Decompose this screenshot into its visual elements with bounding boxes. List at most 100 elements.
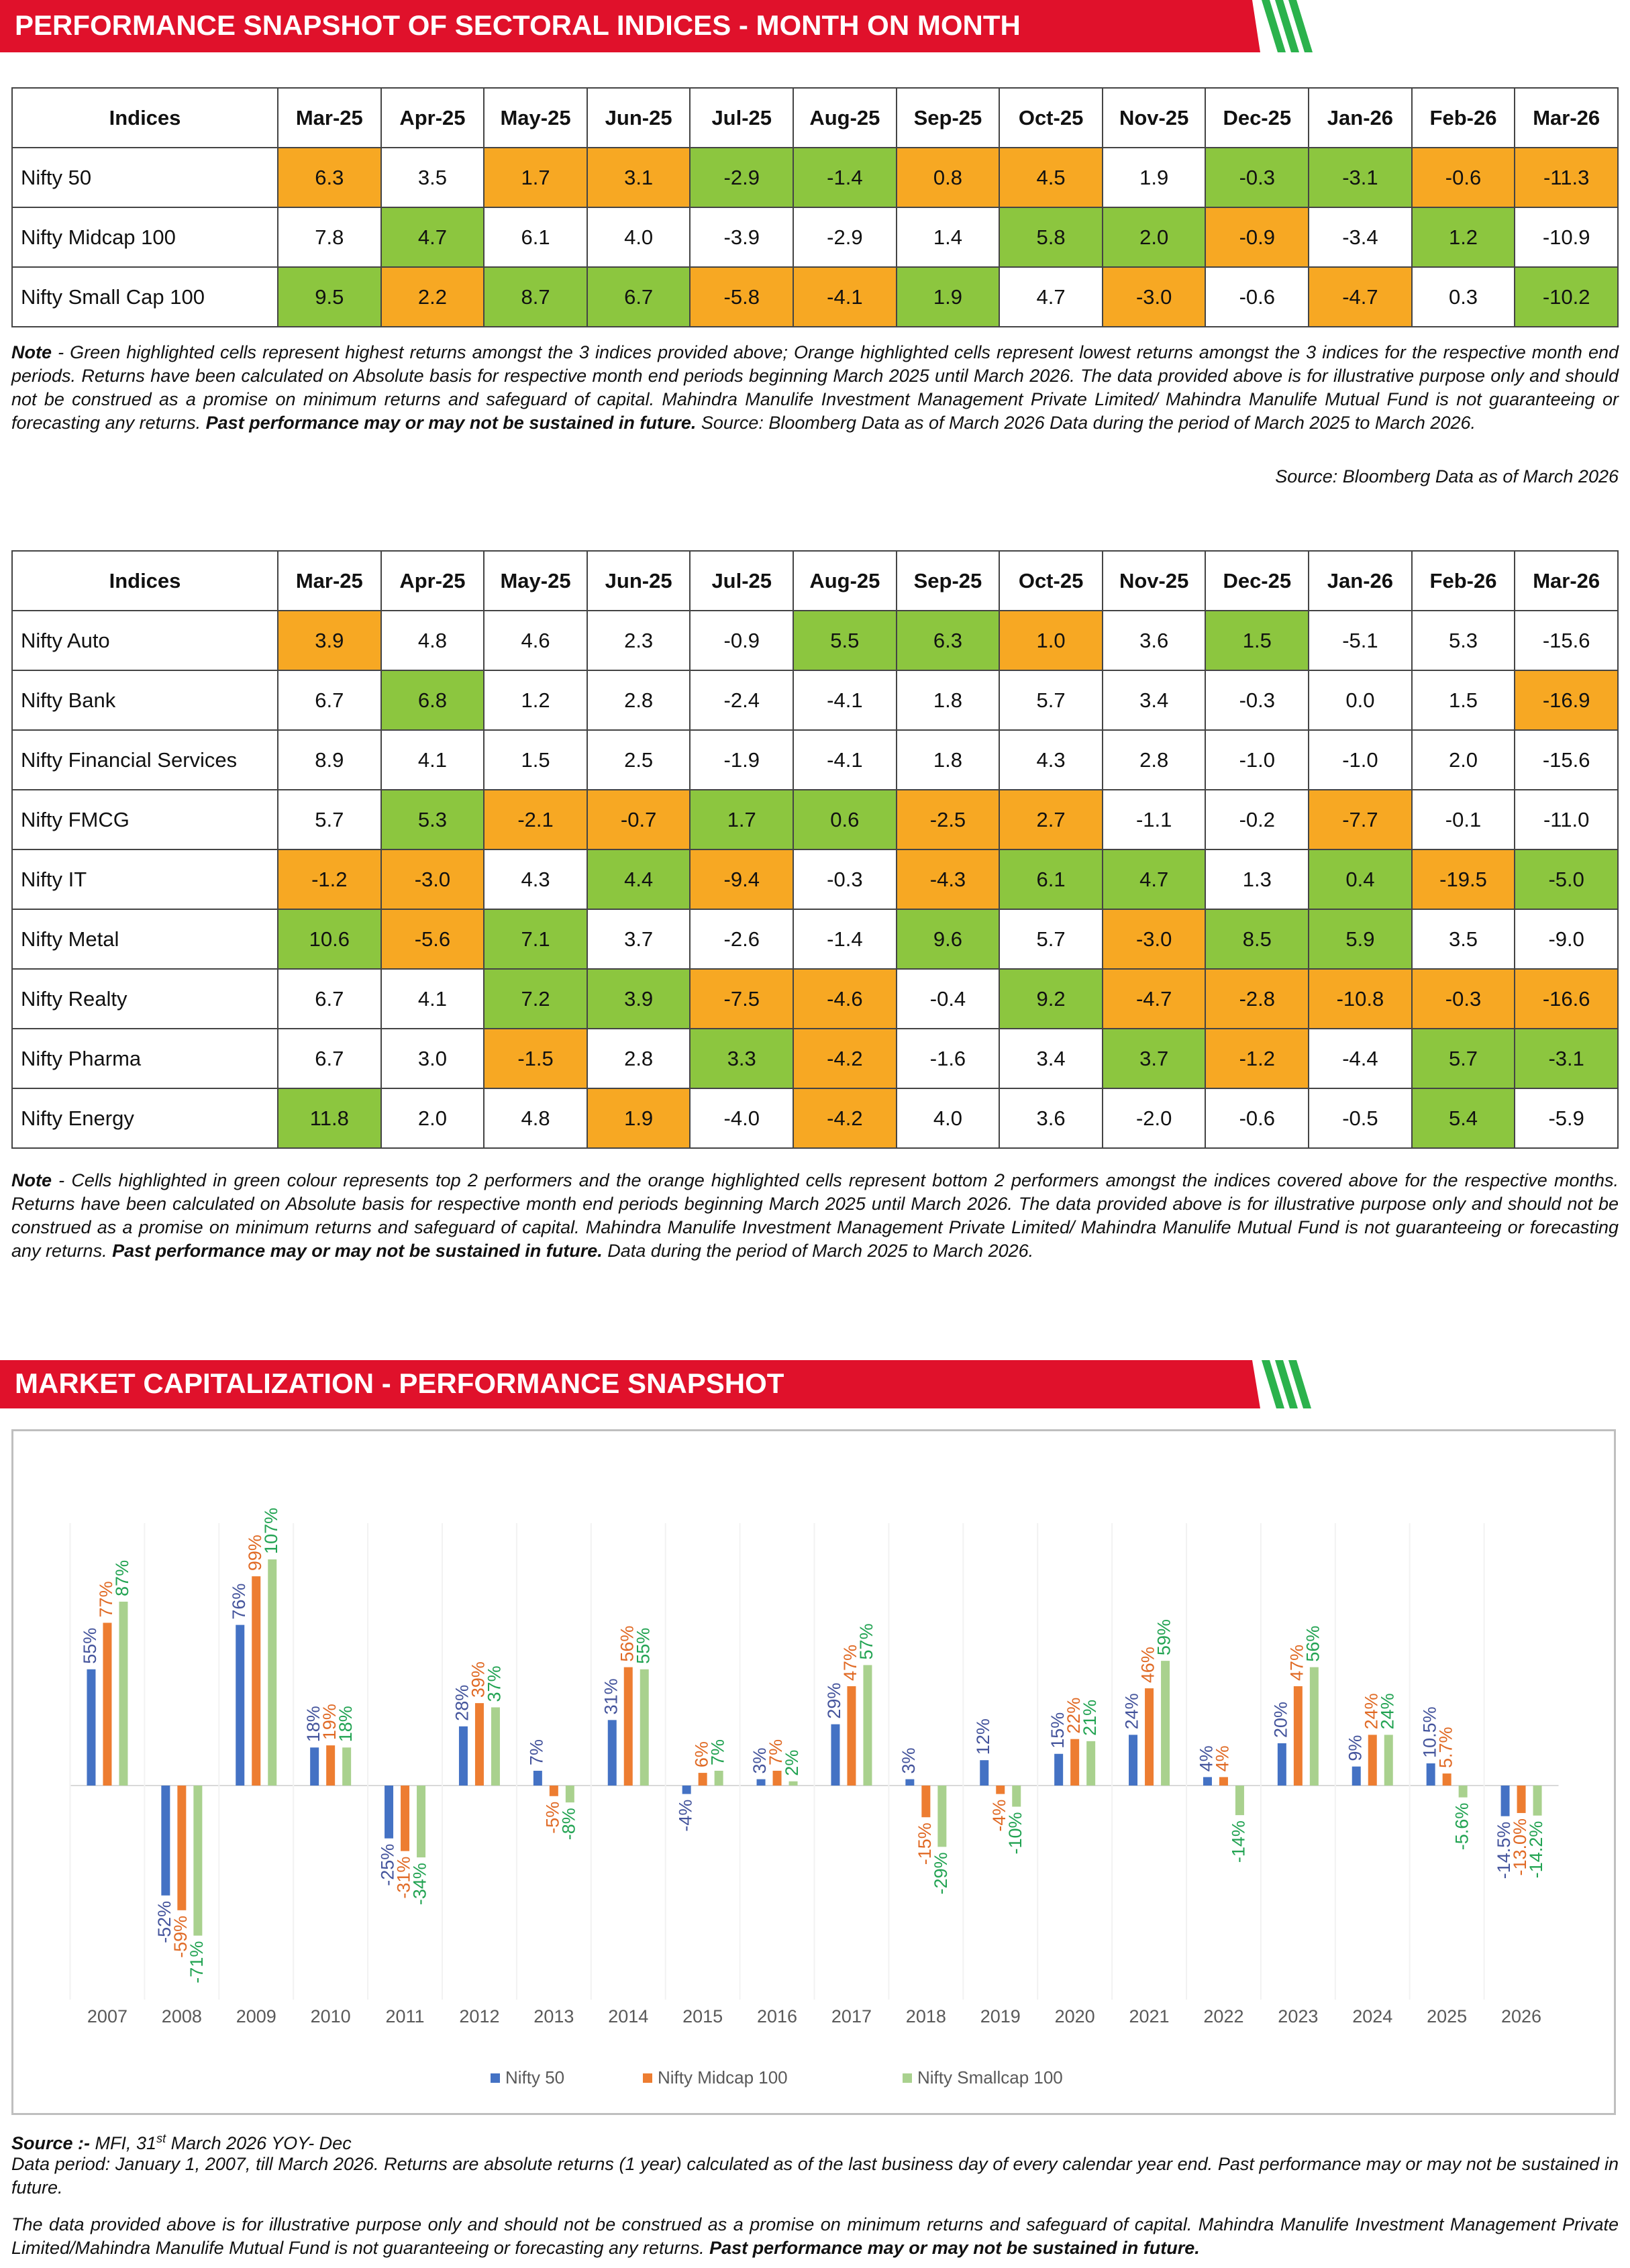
table-cell: 6.7 xyxy=(277,968,382,1029)
table-cell: -3.0 xyxy=(380,849,485,910)
data-label: 7% xyxy=(526,1739,546,1765)
table-cell: 3.9 xyxy=(277,610,382,671)
data-label: 4% xyxy=(1213,1745,1233,1771)
text-segment: - Cells highlighted in green colour repr… xyxy=(11,1170,1619,1261)
data-label: -4% xyxy=(989,1800,1009,1832)
data-label: -29% xyxy=(931,1852,951,1894)
column-header: Oct-25 xyxy=(999,87,1103,148)
row-name: Nifty Energy xyxy=(11,1088,278,1149)
table-cell: 2.2 xyxy=(380,266,485,327)
column-header: May-25 xyxy=(483,87,588,148)
table-row: Nifty IT -1.2 -3.0 4.3 4.4 -9.4 -0.3 -4.3 6.1 4.7… xyxy=(11,849,1619,910)
x-tick-label: 2017 xyxy=(831,2006,872,2026)
table-cell: -4.2 xyxy=(793,1088,897,1149)
table-cell: 0.8 xyxy=(895,147,1001,208)
legend-label: Nifty Smallcap 100 xyxy=(917,2067,1063,2087)
table-cell: -1.0 xyxy=(1205,729,1310,790)
table-cell: -7.5 xyxy=(689,968,795,1029)
table-cell: 4.3 xyxy=(999,729,1103,790)
table-cell: -4.2 xyxy=(793,1028,897,1089)
data-label: 55% xyxy=(633,1628,653,1664)
table-cell: 1.8 xyxy=(895,670,1001,731)
bar xyxy=(863,1665,872,1786)
bar xyxy=(640,1669,649,1786)
bar xyxy=(252,1576,261,1786)
table-cell: 1.9 xyxy=(586,1088,691,1149)
table-cell: -5.8 xyxy=(689,266,795,327)
table-cell: 1.3 xyxy=(1205,849,1310,910)
table-cell: 1.5 xyxy=(1411,670,1516,731)
column-header: Oct-25 xyxy=(999,550,1103,611)
row-name: Nifty 50 xyxy=(11,147,278,208)
data-label: 7% xyxy=(766,1739,786,1765)
data-label: 107% xyxy=(261,1508,281,1554)
column-header: Sep-25 xyxy=(895,87,1001,148)
table-cell: -0.5 xyxy=(1308,1088,1413,1149)
table-cell: 1.2 xyxy=(1411,207,1516,268)
table-cell: 4.0 xyxy=(586,207,691,268)
table-cell: -10.8 xyxy=(1308,968,1413,1029)
table-cell: -0.1 xyxy=(1411,789,1516,850)
legend-swatch xyxy=(491,2073,500,2083)
table-cell: 7.8 xyxy=(277,207,382,268)
table-cell: 6.1 xyxy=(999,849,1103,910)
table-cell: 9.6 xyxy=(895,909,1001,970)
bar xyxy=(103,1622,112,1786)
table-cell: 6.3 xyxy=(277,147,382,208)
table-cell: 6.7 xyxy=(586,266,691,327)
x-tick-label: 2022 xyxy=(1203,2006,1243,2026)
table-cell: 8.5 xyxy=(1205,909,1310,970)
bar xyxy=(772,1770,782,1786)
row-name: Nifty IT xyxy=(11,849,278,910)
x-tick-label: 2014 xyxy=(608,2006,648,2026)
table-cell: -1.4 xyxy=(793,909,897,970)
table-cell: 3.6 xyxy=(999,1088,1103,1149)
column-header: Nov-25 xyxy=(1101,87,1207,148)
data-label: -14% xyxy=(1229,1820,1249,1863)
table-cell: -1.9 xyxy=(689,729,795,790)
bar xyxy=(193,1786,203,1936)
bar xyxy=(491,1707,500,1786)
row-name: Nifty Auto xyxy=(11,610,278,671)
table-row: Nifty Bank 6.7 6.8 1.2 2.8 -2.4 -4.1 1.8 5.7 3.4-… xyxy=(11,670,1619,731)
bar xyxy=(1293,1686,1303,1786)
table-cell: 5.7 xyxy=(277,789,382,850)
bar xyxy=(326,1745,336,1786)
column-header: Sep-25 xyxy=(895,550,1001,611)
column-header: Mar-26 xyxy=(1514,87,1619,148)
table-cell: 0.4 xyxy=(1308,849,1413,910)
bar xyxy=(607,1720,617,1786)
table-cell: 4.5 xyxy=(999,147,1103,208)
bar xyxy=(980,1760,989,1786)
table-cell: 6.1 xyxy=(483,207,588,268)
header-row: Indices Mar-25 Apr-25 May-25 Jun-25 Jul-25 Aug… xyxy=(11,550,1619,611)
data-label: 55% xyxy=(80,1628,100,1664)
column-header: Jul-25 xyxy=(689,550,795,611)
bar xyxy=(937,1786,947,1847)
table-cell: -0.2 xyxy=(1205,789,1310,850)
table-cell: -3.0 xyxy=(1101,909,1207,970)
table-cell: 5.7 xyxy=(999,670,1103,731)
table-cell: -2.1 xyxy=(483,789,588,850)
row-name: Nifty Bank xyxy=(11,670,278,731)
bar xyxy=(458,1726,468,1786)
bar xyxy=(401,1786,410,1851)
data-label: 5.7% xyxy=(1435,1726,1456,1768)
x-tick-label: 2024 xyxy=(1352,2006,1392,2026)
table-cell: -15.6 xyxy=(1514,729,1619,790)
data-label: -25% xyxy=(378,1844,398,1886)
text-segment: Data period: January 1, 2007, till March… xyxy=(11,2154,1619,2198)
table-cell: 2.0 xyxy=(1101,207,1207,268)
table-cell: 5.5 xyxy=(793,610,897,671)
table-cell: -1.5 xyxy=(483,1028,588,1089)
bar xyxy=(549,1786,558,1796)
table-cell: -0.6 xyxy=(1205,266,1310,327)
header-row: Indices Mar-25 Apr-25 May-25 Jun-25 Jul-25 Aug… xyxy=(11,87,1619,148)
table-cell: -0.4 xyxy=(895,968,1001,1029)
bar xyxy=(1500,1786,1510,1816)
text-segment: Note xyxy=(11,342,52,362)
table-cell: 3.1 xyxy=(586,147,691,208)
table-cell: 1.9 xyxy=(895,266,1001,327)
data-label: 7% xyxy=(707,1739,727,1765)
